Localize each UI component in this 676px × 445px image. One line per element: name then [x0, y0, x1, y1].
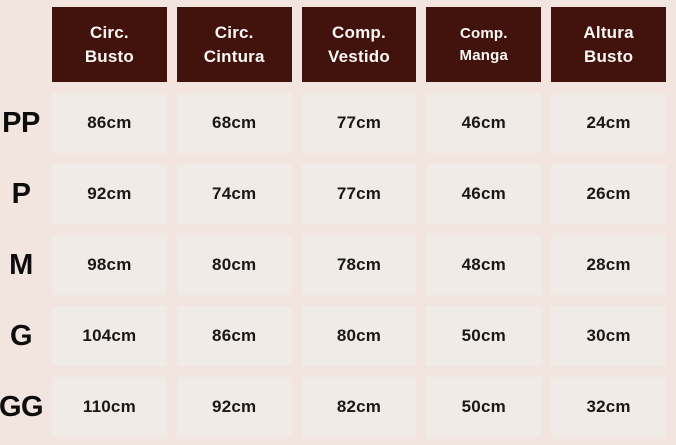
table-cell: 46cm — [426, 164, 542, 224]
table-cell: 86cm — [52, 93, 167, 153]
table-cell: 77cm — [301, 164, 417, 224]
column-header-comp-vestido: Comp. Vestido — [301, 7, 417, 82]
table-cell: 46cm — [426, 93, 542, 153]
column-header-circ-cintura: Circ. Cintura — [176, 7, 292, 82]
column-header-comp-manga: Comp. Manga — [426, 7, 542, 82]
table-cell: 80cm — [301, 306, 417, 366]
table-cell: 98cm — [52, 235, 167, 295]
table-cell: 104cm — [52, 306, 167, 366]
table-cell: 92cm — [176, 377, 292, 437]
header-line: Circ. — [90, 22, 129, 42]
header-line: Manga — [459, 46, 509, 64]
header-line: Vestido — [328, 46, 390, 66]
table-cell: 32cm — [551, 377, 666, 437]
header-line: Circ. — [214, 22, 254, 42]
size-row-label-g: G — [9, 319, 33, 352]
header-line: Busto — [84, 46, 134, 66]
table-cell: 50cm — [426, 306, 542, 366]
column-header-altura-busto: Altura Busto — [551, 7, 666, 82]
size-row-label-p: P — [11, 177, 31, 210]
table-cell: 74cm — [176, 164, 292, 224]
column-header-circ-busto: Circ. Busto — [52, 7, 167, 82]
size-row-label-pp: PP — [2, 106, 40, 139]
header-line: Cintura — [203, 46, 265, 66]
table-cell: 28cm — [551, 235, 666, 295]
table-cell: 86cm — [176, 306, 292, 366]
table-cell: 80cm — [176, 235, 292, 295]
table-cell: 30cm — [551, 306, 666, 366]
size-row-label-gg: GG — [0, 390, 44, 423]
table-cell: 50cm — [426, 377, 542, 437]
header-line: Comp. — [332, 22, 386, 42]
table-cell: 24cm — [551, 93, 666, 153]
table-cell: 48cm — [426, 235, 542, 295]
size-row-label-m: M — [9, 248, 33, 281]
table-cell: 26cm — [551, 164, 666, 224]
header-line: Busto — [584, 46, 634, 66]
header-line: Altura — [583, 22, 634, 42]
corner-spacer — [0, 7, 42, 82]
table-cell: 68cm — [176, 93, 292, 153]
table-cell: 78cm — [301, 235, 417, 295]
table-cell: 82cm — [301, 377, 417, 437]
header-line: Comp. — [459, 24, 508, 42]
table-cell: 110cm — [52, 377, 167, 437]
table-cell: 92cm — [52, 164, 167, 224]
table-cell: 77cm — [301, 93, 417, 153]
